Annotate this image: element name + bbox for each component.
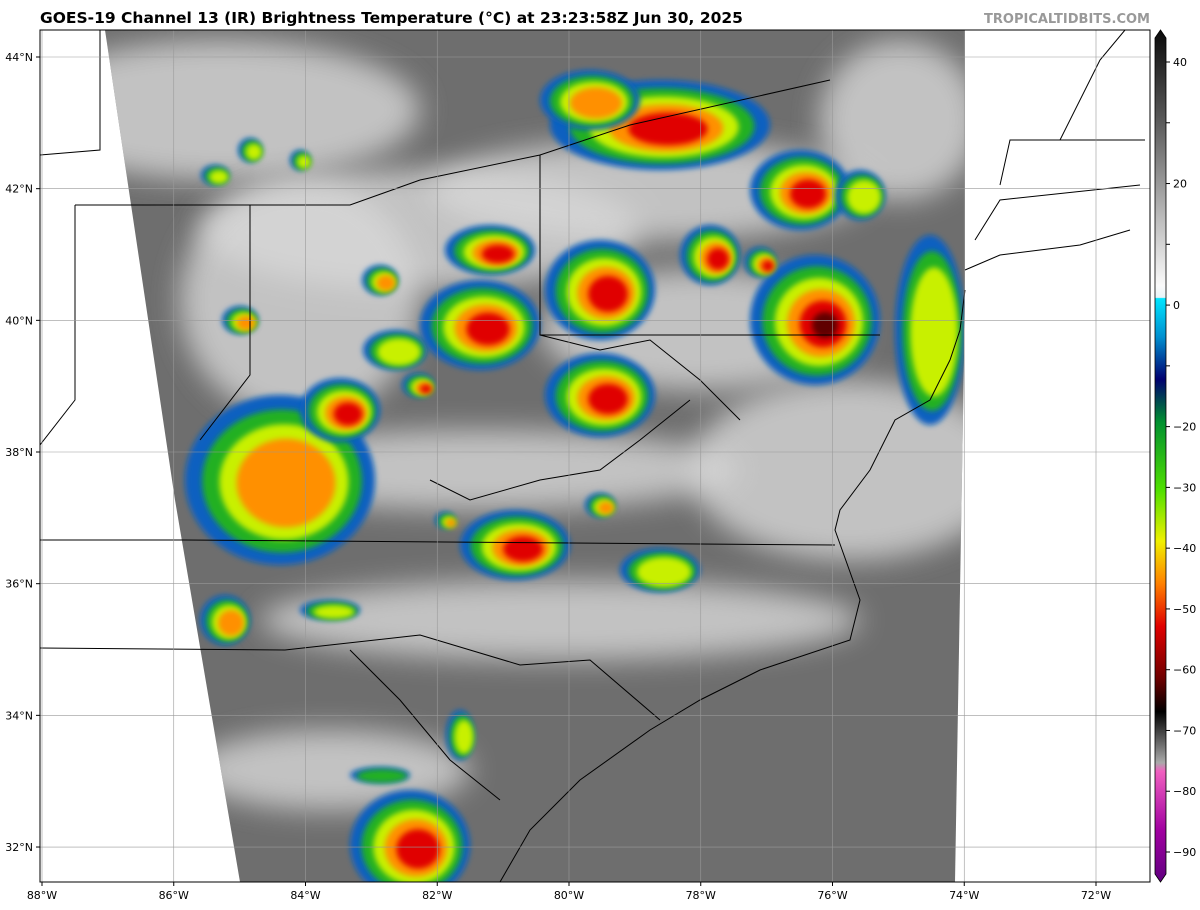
storm-cell — [812, 312, 838, 338]
lon-label: 76°W — [817, 889, 847, 902]
storm-cell — [333, 402, 363, 426]
lon-label: 88°W — [27, 889, 57, 902]
title: GOES-19 Channel 13 (IR) Brightness Tempe… — [40, 9, 743, 27]
colorbar-label: −70 — [1173, 724, 1196, 737]
colorbar-label: 40 — [1173, 56, 1187, 69]
storm-cell — [762, 260, 774, 272]
storm-cell — [847, 180, 881, 214]
lon-label: 86°W — [159, 889, 189, 902]
storm-cell — [445, 518, 457, 528]
cloud — [180, 180, 420, 420]
credit: TROPICALTIDBITS.COM — [984, 12, 1150, 27]
storm-cell — [910, 267, 958, 397]
storm-cell — [236, 438, 336, 528]
lat-label: 42°N — [5, 183, 33, 196]
state-lines — [40, 30, 880, 801]
colorbar-label: −30 — [1173, 481, 1196, 494]
cloud — [190, 730, 470, 810]
storm-cell — [245, 143, 263, 161]
axes: 88°W 86°W 84°W 82°W 80°W 78°W 76°W 74°W 72°W 44°N… — [5, 51, 1111, 902]
lon-label: 80°W — [554, 889, 584, 902]
coastline — [499, 289, 966, 882]
storm-cell — [297, 155, 311, 169]
storm-cell — [707, 248, 729, 270]
colorbar-label: −40 — [1173, 542, 1196, 555]
storm-cell — [377, 338, 421, 366]
lat-label: 32°N — [5, 841, 33, 854]
colorbar-label: −80 — [1173, 785, 1196, 798]
storm-cell — [790, 179, 826, 209]
storm-cell — [218, 610, 244, 636]
grid — [40, 30, 1150, 882]
colorbar — [1154, 29, 1167, 883]
colorbar-label: −90 — [1173, 846, 1196, 859]
storm-cell — [466, 312, 510, 346]
storm-cell — [570, 87, 622, 119]
lon-label: 74°W — [949, 889, 979, 902]
colorbar-ticks: 40 20 0 −20 −30 −40 −50 −60 −70 −80 −90 — [1166, 56, 1196, 859]
cloud — [260, 580, 860, 660]
colorbar-label: −60 — [1173, 664, 1196, 677]
storm-cell — [503, 536, 543, 562]
map — [40, 30, 1150, 882]
cloud — [820, 40, 965, 200]
lon-label: 78°W — [686, 889, 716, 902]
plot-frame — [39, 29, 1151, 883]
storm-cell — [598, 501, 614, 515]
lat-label: 44°N — [5, 51, 33, 64]
colorbar-label: −20 — [1173, 421, 1196, 434]
boundaries — [40, 30, 1145, 882]
lon-label: 72°W — [1081, 889, 1111, 902]
storm-cell — [236, 315, 256, 331]
storm-cell — [454, 720, 474, 754]
lon-label: 82°W — [422, 889, 452, 902]
storm-cell — [628, 112, 708, 146]
lat-label: 34°N — [5, 709, 33, 722]
storm-cell — [313, 605, 355, 619]
ir-imagery — [105, 30, 965, 882]
colorbar-label: 0 — [1173, 299, 1180, 312]
colorbar-label: 20 — [1173, 178, 1187, 191]
storm-cell — [588, 276, 628, 312]
storm-cell — [588, 383, 628, 415]
storm-cell — [356, 769, 408, 783]
colorbar-label: −50 — [1173, 603, 1196, 616]
storm-cell — [420, 384, 432, 394]
lat-label: 40°N — [5, 314, 33, 327]
storm-cell — [481, 245, 515, 263]
lat-label: 38°N — [5, 446, 33, 459]
storm-cell — [376, 275, 396, 291]
lon-label: 84°W — [290, 889, 320, 902]
lat-label: 36°N — [5, 578, 33, 591]
storm-cell — [396, 829, 440, 869]
new-england — [964, 30, 1145, 271]
storm-cell — [636, 557, 692, 587]
storm-cell — [209, 170, 229, 184]
